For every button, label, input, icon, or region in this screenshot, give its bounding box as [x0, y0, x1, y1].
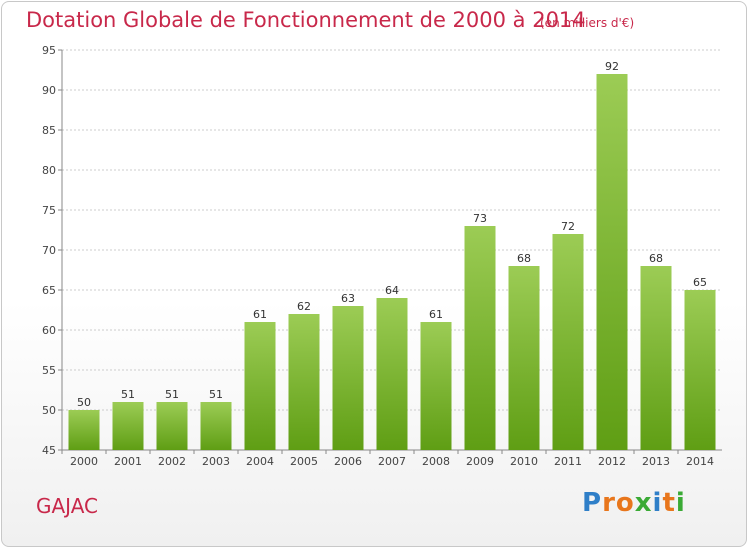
chart-subtitle: (en milliers d'€) [540, 16, 635, 30]
commune-name: GAJAC [36, 494, 99, 518]
data-label: 72 [561, 220, 575, 233]
data-label: 50 [77, 396, 91, 409]
x-tick-label: 2011 [554, 455, 582, 468]
y-tick-label: 85 [42, 124, 56, 137]
bar-2001 [112, 402, 144, 450]
y-tick-label: 75 [42, 204, 56, 217]
bar-2009 [464, 226, 496, 450]
bar-2005 [288, 314, 320, 450]
bar-2006 [332, 306, 364, 450]
data-label: 61 [253, 308, 267, 321]
logo-letter: r [602, 488, 616, 518]
chart-title: Dotation Globale de Fonctionnement de 20… [26, 8, 586, 32]
x-tick-label: 2007 [378, 455, 406, 468]
logo-letter: o [615, 488, 635, 518]
bar-2007 [376, 298, 408, 450]
bar-2000 [68, 410, 100, 450]
labels: 45 50 55 60 65 70 75 80 85 90 95 50 2000 51 2001 51 2002… [42, 44, 714, 468]
logo-letter: t [662, 488, 676, 518]
data-label: 61 [429, 308, 443, 321]
x-tick-label: 2000 [70, 455, 98, 468]
bars [68, 74, 716, 450]
bar-2008 [420, 322, 452, 450]
data-label: 62 [297, 300, 311, 313]
logo-letter: x [634, 488, 653, 518]
data-label: 68 [517, 252, 531, 265]
bar-2013 [640, 266, 672, 450]
proxiti-logo: Proxiti [582, 488, 686, 518]
x-tick-label: 2008 [422, 455, 450, 468]
y-tick-label: 70 [42, 244, 56, 257]
bar-2004 [244, 322, 276, 450]
y-tick-label: 65 [42, 284, 56, 297]
y-tick-label: 90 [42, 84, 56, 97]
data-label: 51 [165, 388, 179, 401]
bar-2010 [508, 266, 540, 450]
logo-letter: P [582, 488, 603, 518]
data-label: 64 [385, 284, 399, 297]
x-tick-label: 2009 [466, 455, 494, 468]
x-tick-label: 2013 [642, 455, 670, 468]
bar-2011 [552, 234, 584, 450]
x-tick-label: 2006 [334, 455, 362, 468]
x-tick-label: 2005 [290, 455, 318, 468]
y-tick-label: 60 [42, 324, 56, 337]
logo-letter: i [675, 488, 686, 518]
data-label: 92 [605, 60, 619, 73]
x-tick-label: 2003 [202, 455, 230, 468]
y-tick-label: 55 [42, 364, 56, 377]
y-tick-label: 45 [42, 444, 56, 457]
data-label: 73 [473, 212, 487, 225]
logo-letter: i [652, 488, 663, 518]
data-label: 68 [649, 252, 663, 265]
data-label: 51 [209, 388, 223, 401]
y-tick-label: 50 [42, 404, 56, 417]
bar-2002 [156, 402, 188, 450]
x-tick-label: 2010 [510, 455, 538, 468]
x-tick-label: 2004 [246, 455, 274, 468]
bar-2012 [596, 74, 628, 450]
bar-2014 [684, 290, 716, 450]
y-tick-label: 95 [42, 44, 56, 57]
x-tick-label: 2001 [114, 455, 142, 468]
x-tick-label: 2014 [686, 455, 714, 468]
data-label: 65 [693, 276, 707, 289]
data-label: 63 [341, 292, 355, 305]
data-label: 51 [121, 388, 135, 401]
x-tick-label: 2002 [158, 455, 186, 468]
x-tick-label: 2012 [598, 455, 626, 468]
bar-2003 [200, 402, 232, 450]
y-tick-label: 80 [42, 164, 56, 177]
